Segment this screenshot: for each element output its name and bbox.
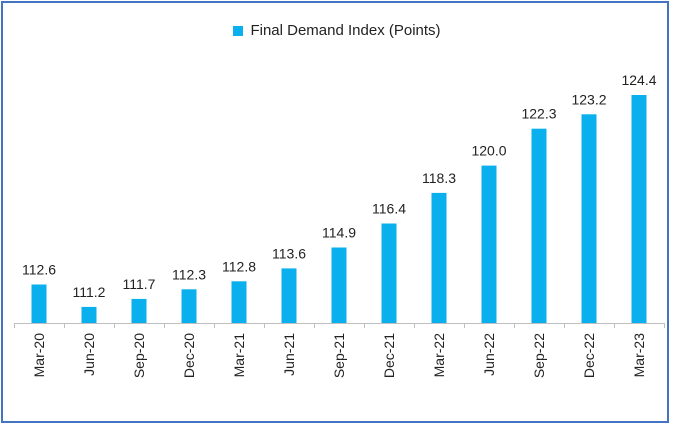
x-tick-label-Mar-21: Mar-21 [231,333,247,378]
legend: Final Demand Index (Points) [0,22,674,39]
legend-swatch [233,25,244,36]
data-label-Mar-20: 112.6 [22,262,56,278]
x-tick-label-Dec-22: Dec-22 [581,333,597,378]
bar-Dec-22 [581,114,597,323]
data-label-Jun-22: 120.0 [471,143,506,159]
data-label-Dec-22: 123.2 [571,91,606,107]
bar-Jun-22 [481,165,497,323]
x-tick-label-Dec-20: Dec-20 [181,333,197,378]
chart-frame [1,1,669,423]
bar-Dec-20 [181,289,197,323]
data-label-Sep-21: 114.9 [322,225,356,241]
data-label-Sep-22: 122.3 [521,106,556,122]
x-tick-label-Jun-20: Jun-20 [81,333,97,376]
x-tick-label-Jun-21: Jun-21 [281,333,297,376]
data-label-Dec-20: 112.3 [172,266,206,282]
bar-Dec-21 [381,223,397,323]
bar-Mar-21 [231,281,247,323]
x-tick-label-Mar-20: Mar-20 [31,333,47,378]
x-tick-label-Sep-22: Sep-22 [531,333,547,378]
x-tick-label-Mar-22: Mar-22 [431,333,447,378]
x-tick-label-Dec-21: Dec-21 [381,333,397,378]
bar-Mar-20 [31,284,47,323]
x-tick-label-Sep-21: Sep-21 [331,333,347,378]
bar-Jun-20 [81,306,97,323]
x-tick-label-Sep-20: Sep-20 [131,333,147,378]
bar-Sep-20 [131,298,147,323]
data-label-Mar-21: 112.8 [222,258,256,274]
x-tick-label-Mar-23: Mar-23 [631,333,647,378]
data-label-Dec-21: 116.4 [372,201,406,217]
x-tick-label-Jun-22: Jun-22 [481,333,497,376]
data-label-Jun-21: 113.6 [272,245,306,261]
bar-Mar-23 [631,95,647,323]
bar-Sep-22 [531,128,547,323]
bar-Sep-21 [331,247,347,323]
legend-label: Final Demand Index (Points) [250,22,441,39]
bar-Mar-22 [431,192,447,323]
data-label-Mar-23: 124.4 [621,72,656,88]
data-label-Sep-20: 111.7 [123,276,156,292]
data-label-Mar-22: 118.3 [422,170,456,186]
bar-Jun-21 [281,268,297,323]
data-label-Jun-20: 111.2 [73,284,106,300]
